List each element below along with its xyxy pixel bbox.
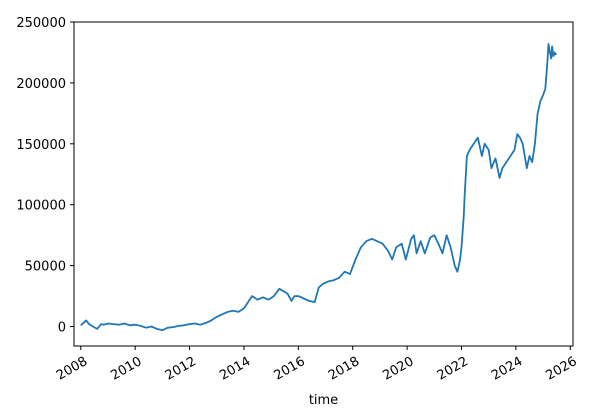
series-line — [80, 43, 557, 332]
series-layer — [80, 43, 557, 332]
x-axis-label: time — [309, 393, 338, 408]
y-tick-label: 50000 — [25, 260, 66, 275]
y-tick-label: 100000 — [16, 199, 66, 214]
y-tick-label: 0 — [58, 321, 66, 336]
plot-frame — [73, 21, 574, 347]
y-tick-label: 150000 — [16, 138, 66, 153]
y-axis-ticks: 0 50000 100000 150000 200000 250000 — [16, 16, 74, 336]
y-tick-label: 250000 — [16, 16, 66, 31]
y-tick-label: 200000 — [16, 77, 66, 92]
